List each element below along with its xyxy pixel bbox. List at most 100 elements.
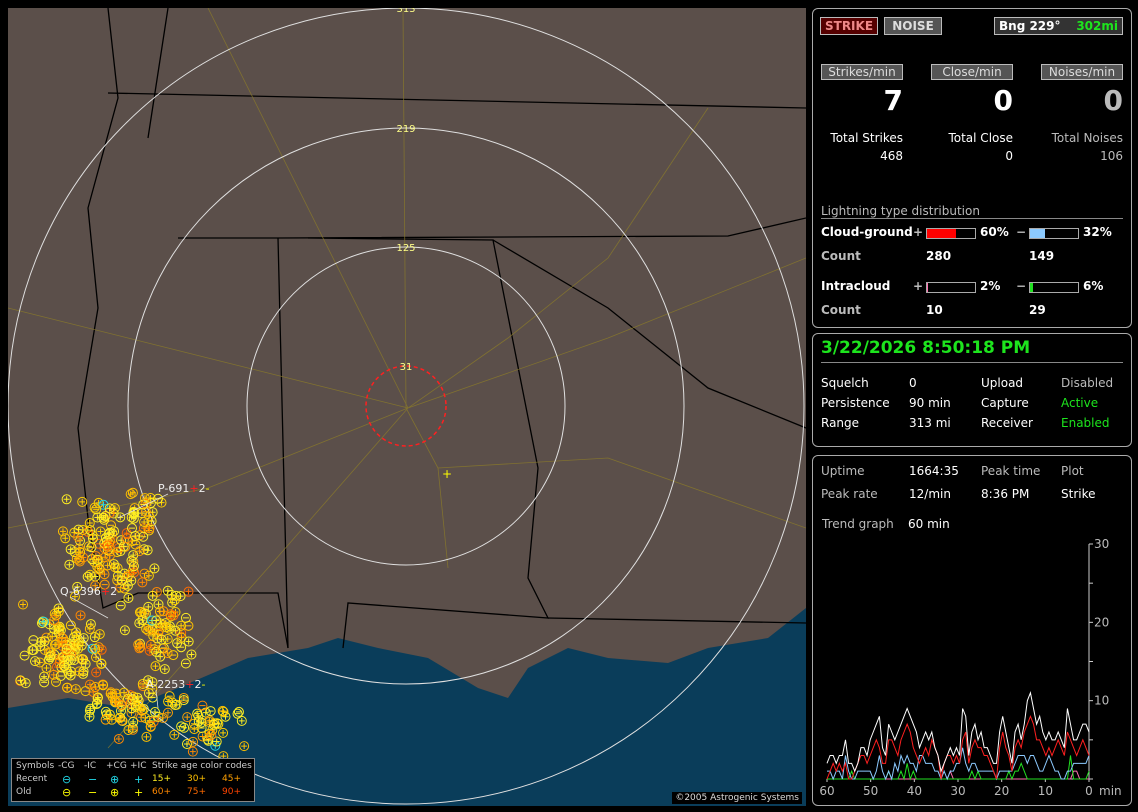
- strike-ring: [100, 714, 111, 725]
- cell-label: Q-6396+2-: [60, 585, 121, 598]
- strike-ring: [90, 681, 101, 692]
- strike-sign: [50, 671, 57, 678]
- cell-label: A-2253+2-: [146, 678, 205, 691]
- rate-button[interactable]: Strikes/min: [821, 64, 903, 80]
- strike-sign: [62, 535, 69, 542]
- strike-ring: [57, 526, 68, 537]
- strike-symbol: [73, 524, 84, 535]
- strike-ring: [100, 511, 111, 522]
- strike-sign: [142, 715, 149, 722]
- strike-ring: [84, 517, 95, 528]
- strike-symbol: [134, 643, 145, 654]
- strike-ring: [162, 634, 173, 645]
- strike-ring: [63, 668, 74, 679]
- y-tick-label: 20: [1094, 615, 1109, 629]
- noise-button[interactable]: NOISE: [884, 17, 942, 35]
- strike-ring: [138, 531, 149, 542]
- legend-age-title: Strike age color codes: [152, 761, 252, 771]
- strike-sign: [136, 609, 143, 616]
- legend-glyph: ⊖: [62, 773, 72, 786]
- strike-ring: [91, 667, 102, 678]
- strike-sign: [172, 627, 179, 634]
- plot-value[interactable]: Strike: [1061, 487, 1096, 501]
- legend-age: 90+: [222, 787, 241, 797]
- strike-sign: [37, 643, 44, 650]
- strike-ring: [100, 552, 111, 563]
- strike-symbol: [109, 526, 120, 537]
- strike-ring: [69, 632, 80, 643]
- strike-sign: [89, 535, 96, 542]
- strike-sign: [130, 563, 137, 570]
- strike-symbol: [98, 680, 109, 691]
- rate-button[interactable]: Noises/min: [1041, 64, 1123, 80]
- strike-symbol: [117, 575, 128, 586]
- strike-ring: [218, 727, 229, 738]
- strike-ring: [28, 635, 39, 646]
- strike-sign: [172, 702, 179, 709]
- cell-label-count: 2: [194, 678, 201, 691]
- strike-symbol: [161, 622, 172, 633]
- strike-ring: [128, 506, 139, 517]
- strike-ring: [48, 669, 59, 680]
- strike-sign: [86, 681, 93, 688]
- trend-series-line: [827, 755, 1090, 781]
- rate-button[interactable]: Close/min: [931, 64, 1013, 80]
- strike-ring: [104, 503, 115, 514]
- strike-symbol: [92, 554, 103, 565]
- cell-label-id: Q-6396: [60, 585, 101, 598]
- strike-ring: [92, 698, 103, 709]
- strike-symbol: [206, 729, 217, 740]
- strike-button[interactable]: STRIKE: [820, 17, 878, 35]
- strike-sign: [112, 698, 119, 705]
- strike-symbol: [122, 580, 133, 591]
- cg-neg-bar: [1029, 228, 1079, 239]
- storm-cell-labels: P-691+2-Q-6396+2-A-2253+2-: [60, 482, 210, 709]
- strike-ring: [143, 625, 154, 636]
- ic-neg-pct: 6%: [1083, 279, 1104, 293]
- strike-ring: [92, 561, 103, 572]
- legend-col: -CG: [58, 761, 75, 771]
- strike-symbol: [128, 716, 139, 727]
- strike-ring: [165, 609, 176, 620]
- strike-ring: [35, 641, 46, 652]
- strike-sign: [55, 605, 62, 612]
- legend-col: +CG: [106, 761, 127, 771]
- strike-ring: [169, 595, 180, 606]
- strike-ring: [169, 729, 180, 740]
- strike-sign: [104, 562, 111, 569]
- strike-symbol: [156, 497, 167, 508]
- strike-ring: [127, 487, 138, 498]
- cell-label-id: A-2253: [146, 678, 185, 691]
- station-marker-icon: +: [442, 467, 452, 481]
- strike-ring: [203, 735, 214, 746]
- strike-sign: [195, 718, 202, 725]
- strike-sign: [157, 653, 164, 660]
- x-tick-label: 20: [994, 784, 1009, 798]
- strike-symbol: [149, 563, 160, 574]
- strike-ring: [93, 692, 104, 703]
- trend-series-line: [826, 714, 1090, 780]
- strike-symbol: [18, 599, 29, 610]
- strike-ring: [85, 525, 96, 536]
- strike-ring: [123, 725, 134, 736]
- strike-ring: [206, 729, 217, 740]
- strike-symbol: [85, 703, 96, 714]
- strike-symbol: [84, 623, 95, 634]
- strike-map[interactable]: 313 219 125 31 P-691+2- Q-6396+2- A-2253+2- +…: [8, 8, 806, 806]
- strike-ring: [91, 504, 102, 515]
- strike-ring: [119, 687, 130, 698]
- strike-ring: [164, 691, 175, 702]
- strike-symbol: [59, 660, 70, 671]
- strike-ring: [94, 564, 105, 575]
- strike-ring: [141, 623, 152, 634]
- strike-symbol: [145, 721, 156, 732]
- ic-pos-count: 10: [926, 303, 943, 317]
- strike-ring: [72, 581, 83, 592]
- strike-ring: [75, 610, 86, 621]
- strike-symbol: [74, 554, 85, 565]
- strike-symbol: [192, 708, 203, 719]
- range-ring: [8, 8, 805, 805]
- strike-sign: [106, 505, 113, 512]
- strike-ring: [91, 652, 102, 663]
